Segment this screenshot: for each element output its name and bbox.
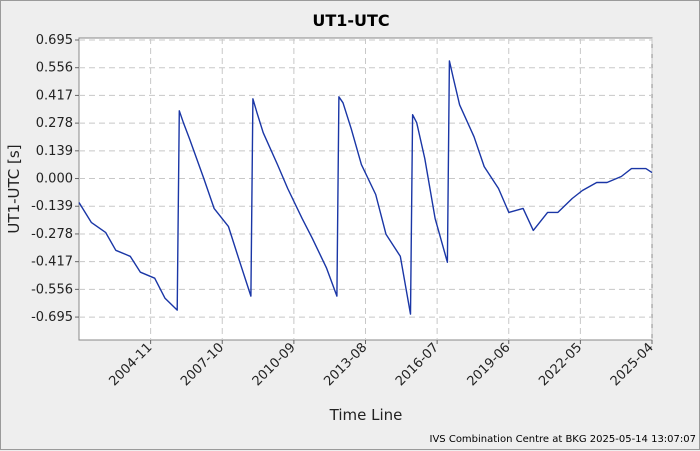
y-tick-label: 0.417 [36,88,73,103]
y-tick-label: 0.278 [36,116,73,131]
y-tick-label: -0.278 [31,227,73,242]
x-axis-ticks: 2004-11 2007-10 2010-09 2013-08 2016-07 2019-… [106,340,657,389]
y-tick-label: 0.695 [36,33,73,48]
y-tick-label: -0.556 [31,282,73,297]
x-tick-label: 2022-05 [536,340,585,389]
x-tick-label: 2004-11 [106,340,155,389]
x-tick-label: 2010-09 [250,340,299,389]
y-tick-label: -0.695 [31,310,73,325]
y-tick-label: 0.556 [36,61,73,76]
series-line-ut1-utc [78,60,653,315]
x-tick-label: 2007-10 [178,340,227,389]
x-axis-label: Time Line [329,406,403,424]
y-tick-label: -0.417 [31,255,73,270]
footer-credit: IVS Combination Centre at BKG 2025-05-14… [430,434,696,445]
x-tick-label: 2013-08 [321,340,370,389]
y-axis-label: UT1-UTC [s] [5,144,23,233]
x-tick-label: 2016-07 [393,340,442,389]
y-tick-label: -0.139 [31,199,73,214]
x-tick-label: 2019-06 [465,340,514,389]
grid-lines [79,38,653,340]
x-tick-label: 2025-04 [608,340,657,389]
chart-title: UT1-UTC [312,11,389,30]
y-tick-label: 0.139 [36,144,73,159]
y-axis-ticks: 0.695 0.556 0.417 0.278 0.139 0.000 -0.139 -0.2… [31,33,79,325]
y-tick-label: 0.000 [36,172,73,187]
